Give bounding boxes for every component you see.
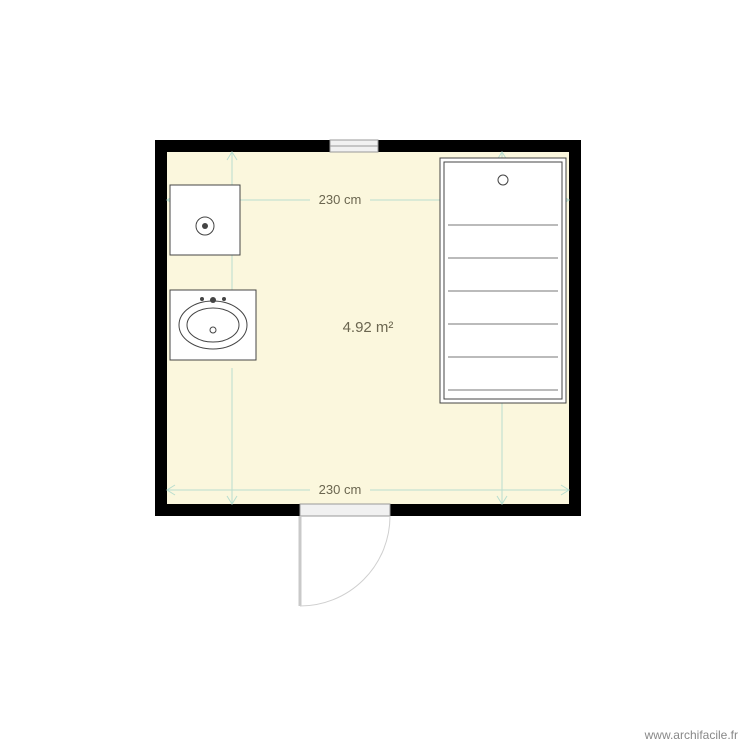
fixture-shower xyxy=(440,158,566,403)
window-top xyxy=(330,140,378,152)
room-area-label: 4.92 m² xyxy=(343,319,394,336)
dimension-label: 230 cm xyxy=(319,192,362,207)
fixture-sink xyxy=(170,290,256,360)
floorplan-canvas: 230 cm 230 cm 214 cm 214 cm xyxy=(0,0,750,750)
fixture-washing-machine xyxy=(170,185,240,255)
door-bottom xyxy=(300,504,390,606)
watermark-text: www.archifacile.fr xyxy=(645,728,738,742)
dimension-label: 230 cm xyxy=(319,482,362,497)
